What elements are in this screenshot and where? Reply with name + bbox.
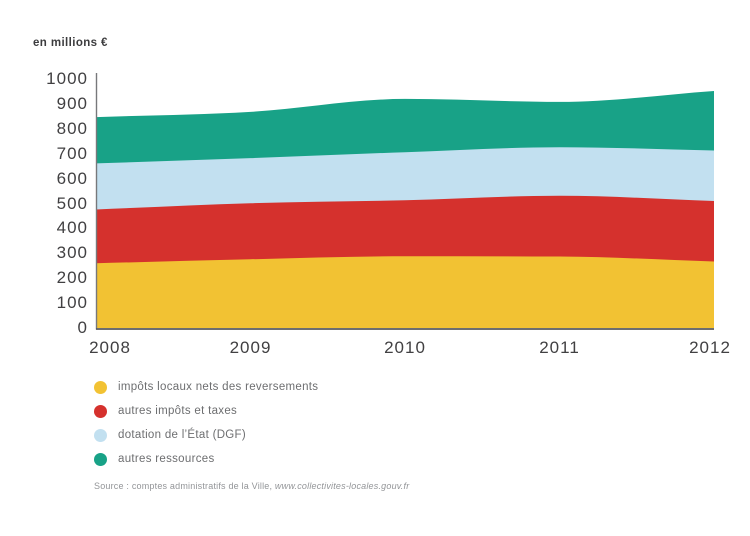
- legend-swatch-icon: [94, 428, 107, 442]
- chart-legend: impôts locaux nets des reversements autre…: [94, 375, 318, 471]
- y-tick-label: 400: [56, 218, 88, 238]
- source-url-text: www.collectivites-locales.gouv.fr: [274, 481, 410, 491]
- legend-swatch-icon: [94, 404, 107, 418]
- y-tick-label: 800: [56, 118, 88, 138]
- y-tick-label: 600: [56, 168, 88, 188]
- x-tick-label: 2008: [89, 338, 131, 357]
- area-impots-locaux: [96, 256, 714, 328]
- x-tick-label: 2009: [229, 338, 272, 357]
- x-tick-label: 2010: [384, 338, 426, 357]
- x-tick-label: 2011: [539, 338, 580, 357]
- legend-label: autres ressources: [118, 453, 215, 465]
- y-tick-label: 300: [56, 243, 88, 263]
- y-tick-label: 200: [56, 268, 88, 288]
- legend-label: dotation de l’État (DGF): [118, 429, 247, 441]
- legend-item: impôts locaux nets des reversements: [94, 375, 318, 399]
- source-text: Source : comptes administratifs de la Vi…: [94, 481, 275, 491]
- legend-swatch-icon: [94, 452, 107, 466]
- legend-label: autres impôts et taxes: [118, 405, 238, 417]
- y-tick-label: 900: [56, 93, 88, 113]
- y-axis-units-label: en millions €: [33, 37, 108, 49]
- y-tick-label: 500: [56, 193, 88, 213]
- legend-swatch-icon: [94, 380, 107, 394]
- y-tick-label: 100: [56, 293, 88, 313]
- source-note: Source : comptes administratifs de la Vi…: [94, 481, 409, 491]
- legend-item: autres ressources: [94, 447, 318, 471]
- y-tick-label: 700: [56, 143, 88, 163]
- x-tick-label: 2012: [689, 338, 731, 357]
- legend-item: autres impôts et taxes: [94, 399, 318, 423]
- legend-label: impôts locaux nets des reversements: [118, 381, 319, 393]
- legend-item: dotation de l’État (DGF): [94, 423, 318, 447]
- y-tick-label: 0: [77, 318, 88, 337]
- y-tick-label: 1000: [46, 69, 88, 88]
